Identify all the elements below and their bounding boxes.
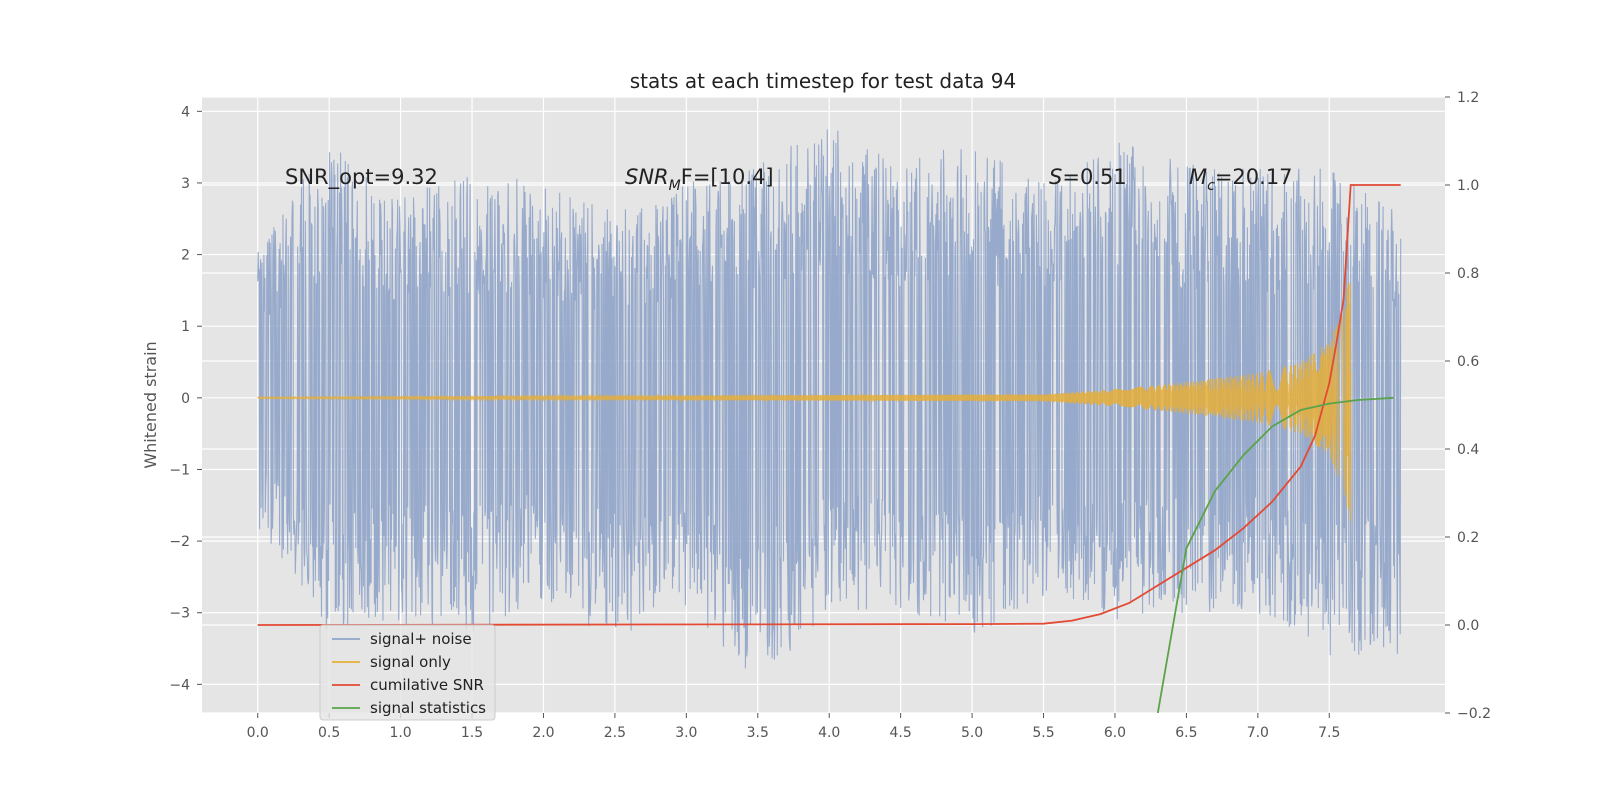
x-tick-label: 0.0 xyxy=(247,725,269,741)
legend-label-signal-only: signal only xyxy=(370,653,451,671)
x-tick-label: 6.0 xyxy=(1104,725,1126,741)
x-tick-label: 7.0 xyxy=(1247,725,1269,741)
y-axis-right: −0.2 0.0 0.2 0.4 0.6 0.8 1.0 1.2 xyxy=(1445,90,1491,722)
series-layer xyxy=(257,129,1402,713)
chart-title: stats at each timestep for test data 94 xyxy=(630,69,1016,93)
legend-box xyxy=(319,624,496,721)
y-tick-label: 4 xyxy=(181,104,190,120)
y2-tick-label: 0.2 xyxy=(1457,530,1479,546)
series-signal-noise xyxy=(257,129,1402,669)
legend-label-cumulative-snr: cumilative SNR xyxy=(370,676,484,694)
annotation-snr-opt: SNR_opt=9.32 xyxy=(285,165,438,190)
y-tick-label: 3 xyxy=(181,176,190,192)
x-tick-label: 6.5 xyxy=(1175,725,1197,741)
y-tick-label: 1 xyxy=(181,319,190,335)
y2-tick-label: 1.2 xyxy=(1457,90,1479,106)
x-tick-label: 0.5 xyxy=(318,725,340,741)
x-tick-label: 4.5 xyxy=(890,725,912,741)
x-axis: 0.0 0.5 1.0 1.5 2.0 2.5 3.0 3.5 4.0 4.5 5.0 5.5 6.0 6… xyxy=(247,713,1340,741)
y2-tick-label: −0.2 xyxy=(1457,706,1491,722)
y-tick-label: −2 xyxy=(169,534,190,550)
annotation-mc: Mc=20.17 xyxy=(1189,165,1293,194)
y2-tick-label: 0.6 xyxy=(1457,354,1479,370)
y2-tick-label: 0.8 xyxy=(1457,266,1479,282)
y-tick-label: 2 xyxy=(181,248,190,264)
x-tick-label: 2.5 xyxy=(604,725,626,741)
x-tick-label: 7.5 xyxy=(1318,725,1340,741)
x-tick-label: 1.0 xyxy=(389,725,411,741)
annotation-snr-mf: SNRMF=[10.4] xyxy=(625,165,774,194)
legend-label-signal-statistics: signal statistics xyxy=(370,699,486,717)
legend: signal+ noise signal only cumilative SNR… xyxy=(319,624,496,721)
x-tick-label: 5.5 xyxy=(1032,725,1054,741)
x-tick-label: 5.0 xyxy=(961,725,983,741)
y2-tick-label: 1.0 xyxy=(1457,178,1479,194)
x-tick-label: 1.5 xyxy=(461,725,483,741)
legend-label-signal-noise: signal+ noise xyxy=(370,630,472,648)
x-tick-label: 3.0 xyxy=(675,725,697,741)
y2-tick-label: 0.4 xyxy=(1457,442,1479,458)
series-signal-statistics xyxy=(1156,396,1394,713)
x-tick-label: 4.0 xyxy=(818,725,840,741)
y-tick-label: −3 xyxy=(169,606,190,622)
y-tick-label: −1 xyxy=(169,462,190,478)
x-tick-label: 3.5 xyxy=(747,725,769,741)
annotation-s: S=0.51 xyxy=(1049,165,1127,189)
y-tick-label: 0 xyxy=(181,391,190,407)
y-tick-label: −4 xyxy=(169,677,190,693)
series-cumulative-snr xyxy=(257,184,1401,626)
x-tick-label: 2.0 xyxy=(532,725,554,741)
series-signal-only xyxy=(257,283,1352,521)
y2-tick-label: 0.0 xyxy=(1457,618,1479,634)
y-axis-left: −4 −3 −2 −1 0 1 2 3 4 xyxy=(169,104,202,693)
y-axis-label: Whitened strain xyxy=(141,341,160,468)
